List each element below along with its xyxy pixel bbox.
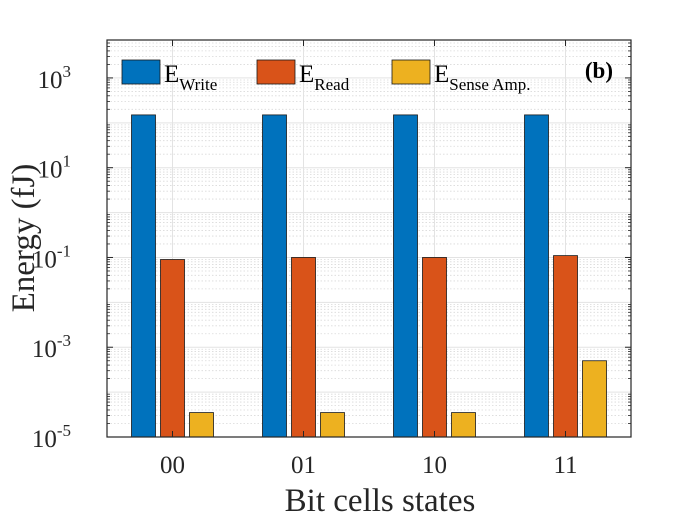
bars	[131, 114, 607, 438]
bar-read-11	[553, 255, 578, 438]
bar-sense-amp-11	[582, 360, 607, 438]
grid-lines	[107, 39, 631, 438]
y-tick-label: 10-5	[32, 421, 71, 453]
legend-swatch	[256, 59, 296, 85]
bar-write-10	[393, 114, 418, 438]
x-tick-label: 00	[160, 452, 185, 479]
bar-read-10	[422, 257, 447, 438]
y-tick-labels: 10-5 10-3 10-1 101 103	[32, 62, 71, 453]
x-tick-label: 01	[291, 452, 316, 479]
bar-write-11	[524, 114, 549, 438]
x-tick-label: 11	[553, 452, 577, 479]
x-tick-label: 10	[422, 452, 447, 479]
bar-read-01	[291, 257, 316, 438]
legend-entry-label: ESense Amp.	[434, 61, 531, 94]
bar-write-00	[131, 114, 156, 438]
axes	[106, 39, 632, 438]
panel-label: (b)	[585, 58, 613, 83]
bar-sense-amp-10	[451, 412, 476, 438]
bar-sense-amp-00	[189, 412, 214, 438]
legend: EWrite ERead ESense Amp.	[121, 59, 531, 94]
legend-entry-label: ERead	[299, 61, 350, 94]
y-axis-title: Energy (fJ)	[6, 164, 42, 313]
x-axis-title: Bit cells states	[285, 483, 476, 519]
legend-entry-label: EWrite	[164, 61, 217, 94]
y-tick-label: 10-3	[32, 331, 71, 363]
y-tick-label: 101	[38, 152, 72, 184]
legend-swatch	[391, 59, 431, 85]
bar-sense-amp-01	[320, 412, 345, 438]
bar-write-01	[262, 114, 287, 438]
y-tick-label: 10-1	[32, 241, 71, 273]
legend-swatch	[121, 59, 161, 85]
x-tick-labels: 00 01 10 11	[160, 452, 578, 479]
y-tick-label: 103	[38, 62, 72, 94]
plot-frame	[106, 39, 632, 438]
bar-read-00	[160, 259, 185, 438]
